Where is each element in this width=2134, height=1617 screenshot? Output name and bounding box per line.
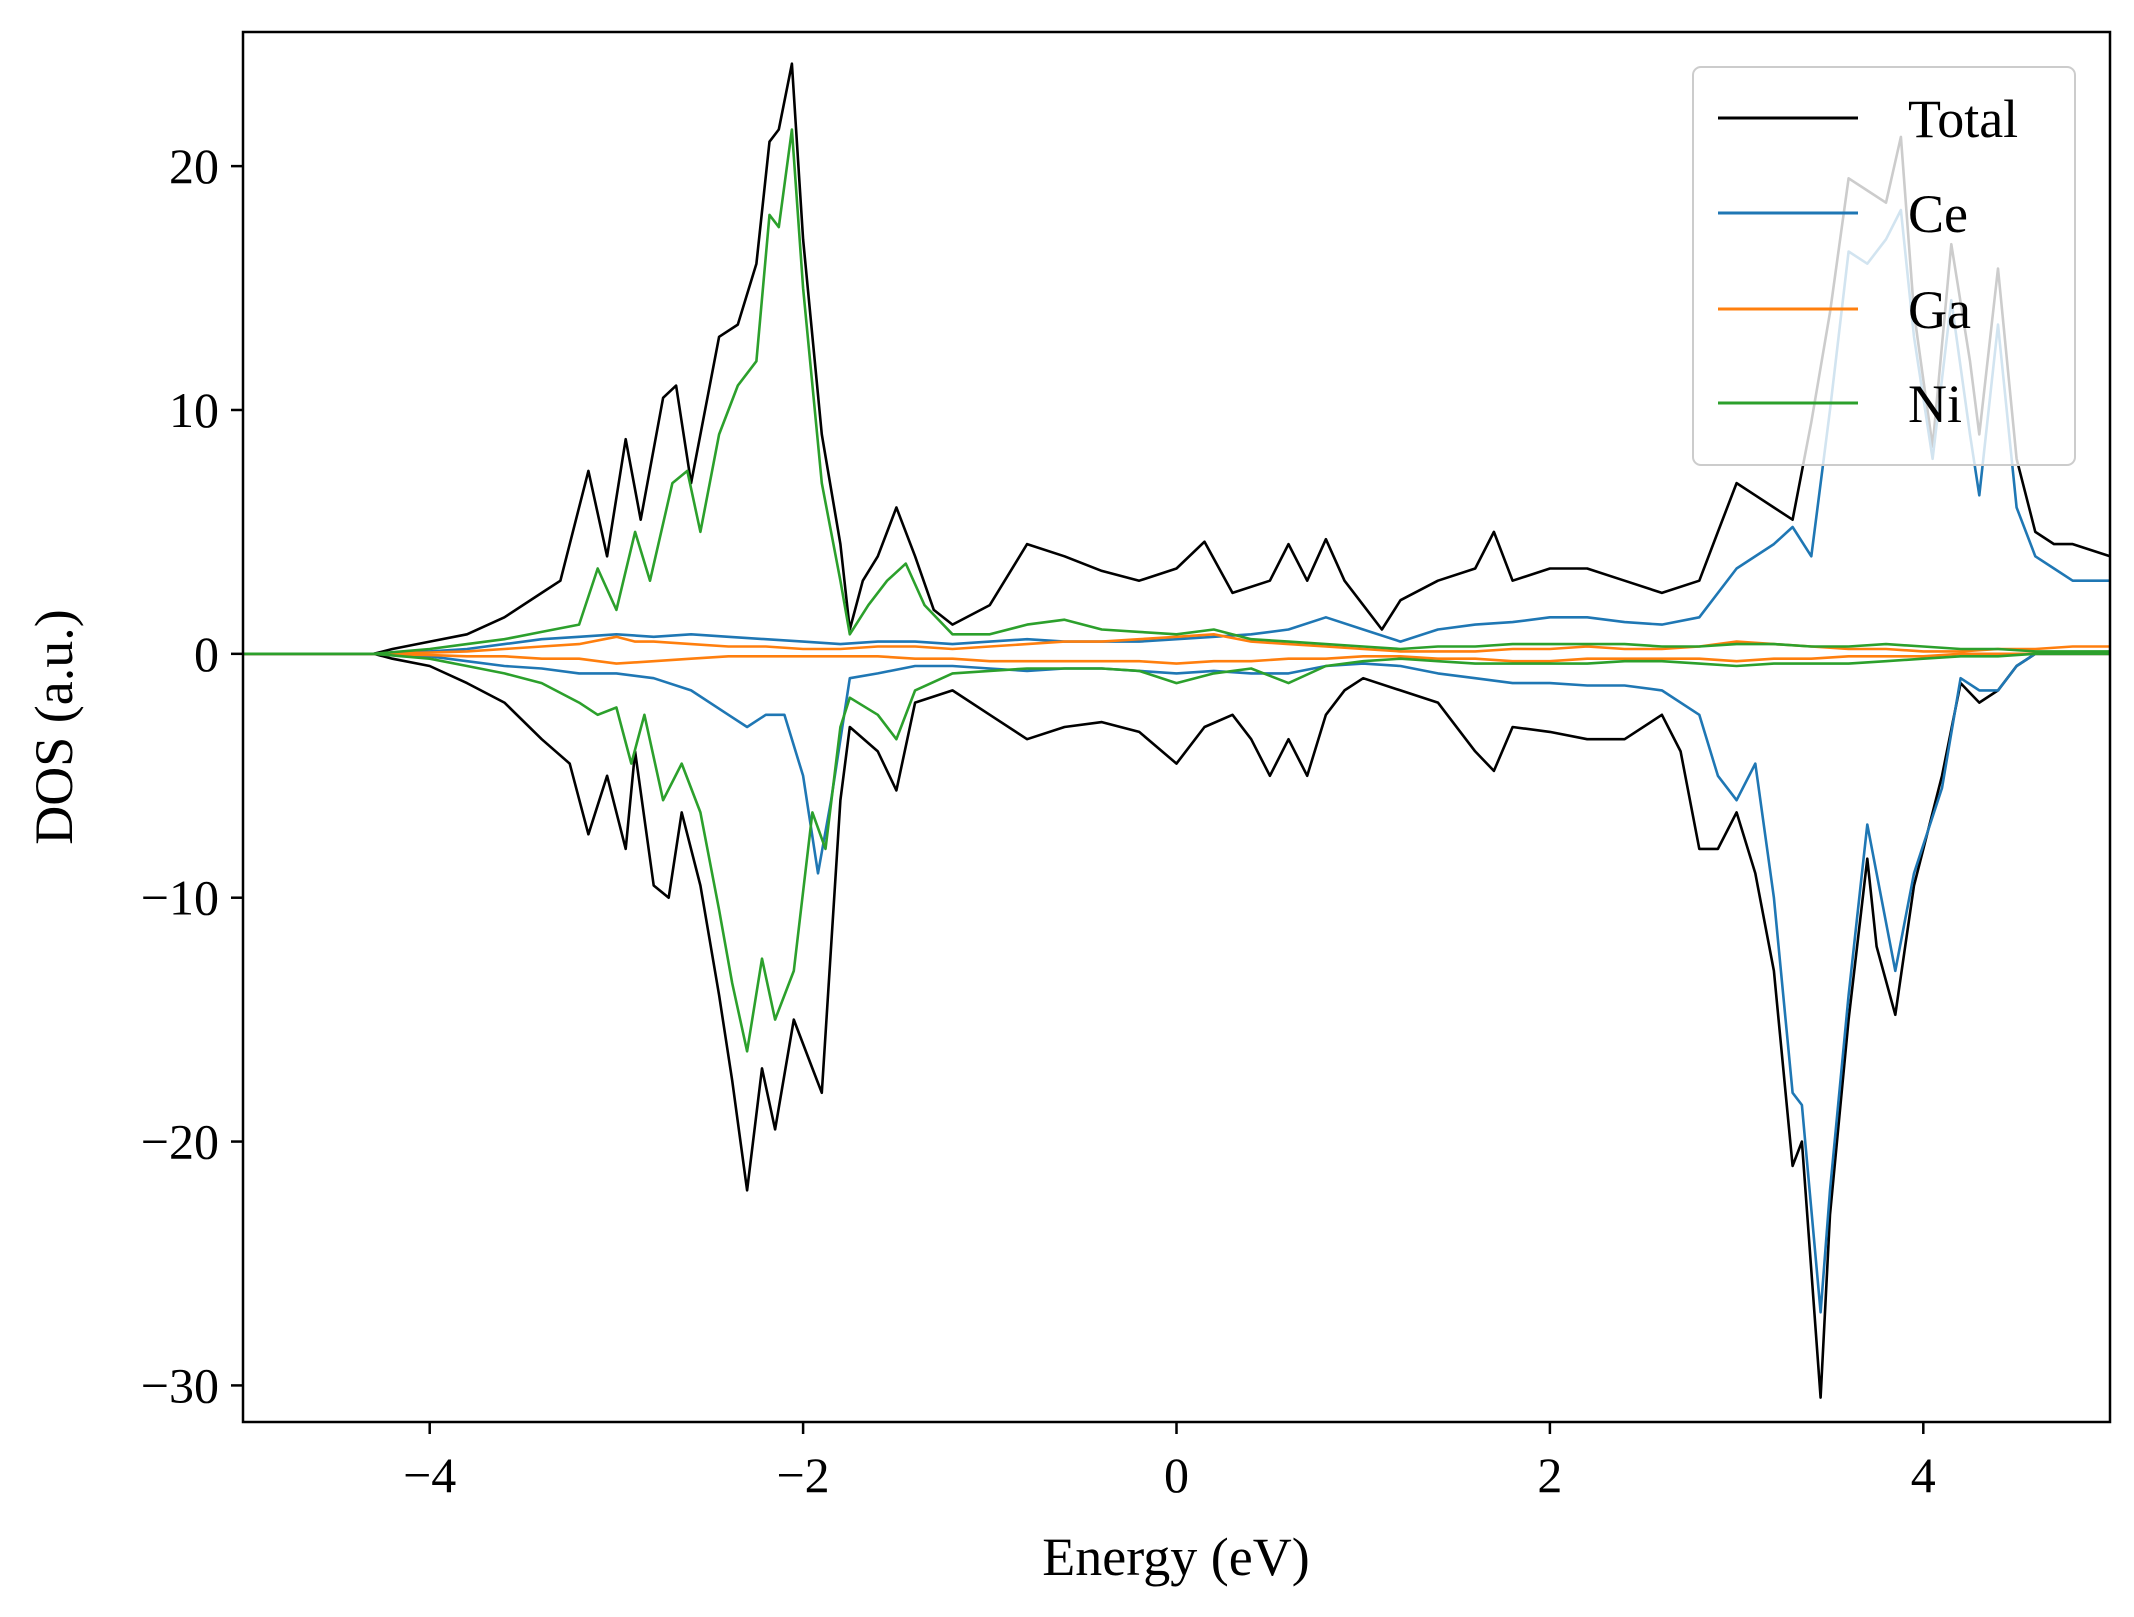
x-tick-label: 2 — [1537, 1447, 1562, 1503]
x-axis-label: Energy (eV) — [1042, 1527, 1309, 1587]
series-line-total-down — [243, 652, 2110, 1399]
legend: Total Ce Ga Ni — [1692, 66, 2076, 466]
legend-label-total: Total — [1908, 89, 2018, 149]
y-axis: −30 −20 −10 0 10 20 — [141, 138, 243, 1413]
series-layer — [243, 62, 2110, 1399]
legend-frame — [1692, 66, 2076, 466]
x-tick-label: 0 — [1164, 1447, 1189, 1503]
x-tick-label: −4 — [403, 1447, 456, 1503]
legend-label-ni: Ni — [1908, 374, 1962, 434]
x-axis: −4 −2 0 2 4 — [403, 1422, 1936, 1503]
x-tick-label: −2 — [776, 1447, 829, 1503]
series-line-ni-up — [243, 128, 2110, 656]
legend-label-ce: Ce — [1908, 184, 1968, 244]
series-line-ni-down — [243, 652, 2110, 1053]
y-tick-label: 20 — [169, 138, 219, 194]
legend-label-ga: Ga — [1908, 280, 1971, 340]
y-tick-label: −30 — [141, 1357, 219, 1413]
y-tick-label: 0 — [194, 626, 219, 682]
x-tick-label: 4 — [1911, 1447, 1936, 1503]
y-axis-label: DOS (a.u.) — [24, 609, 84, 844]
series-line-ga-down — [243, 652, 2110, 665]
y-tick-label: 10 — [169, 382, 219, 438]
y-tick-label: −20 — [141, 1114, 219, 1170]
y-tick-label: −10 — [141, 870, 219, 926]
